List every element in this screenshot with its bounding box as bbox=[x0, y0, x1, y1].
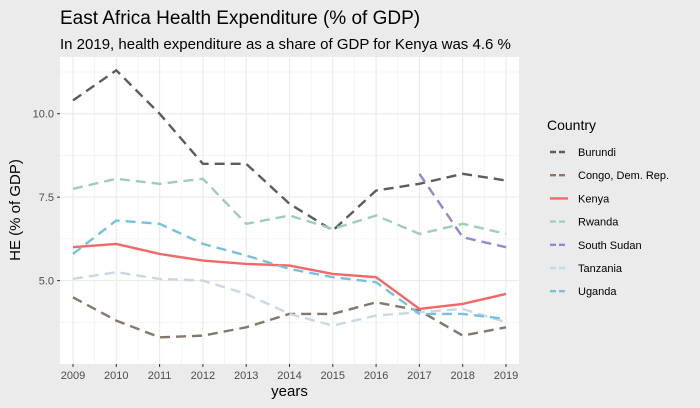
x-tick-label: 2018 bbox=[450, 370, 474, 382]
legend-label: Kenya bbox=[578, 193, 610, 205]
y-axis-ticks: 5.0 7.5 10.0 bbox=[33, 109, 60, 288]
x-tick-label: 2013 bbox=[234, 370, 258, 382]
x-axis-ticks: 2009 2010 2011 2012 2013 2014 2015 2016 2017 2018… bbox=[61, 364, 518, 382]
y-tick-label: 10.0 bbox=[33, 109, 54, 121]
legend-items: Burundi Congo, Dem. Rep. Kenya Rwanda South … bbox=[550, 147, 669, 298]
series-line-rwanda bbox=[72, 177, 507, 236]
series-line-burundi bbox=[72, 69, 507, 232]
series-line-kenya bbox=[72, 242, 507, 311]
legend-label: Rwanda bbox=[578, 217, 619, 229]
chart-title: East Africa Health Expenditure (% of GDP… bbox=[60, 8, 420, 29]
legend-label: Tanzania bbox=[578, 263, 623, 275]
series-line-uganda bbox=[72, 219, 507, 321]
y-tick-label: 7.5 bbox=[39, 192, 54, 204]
legend-label: Congo, Dem. Rep. bbox=[578, 170, 669, 182]
y-tick-label: 5.0 bbox=[39, 276, 54, 288]
legend: Country Burundi Congo, Dem. Rep. Kenya Rwan… bbox=[547, 117, 669, 298]
series-line-south-sudan bbox=[418, 173, 507, 249]
x-axis-title: years bbox=[271, 383, 308, 400]
x-tick-label: 2012 bbox=[191, 370, 215, 382]
x-tick-label: 2017 bbox=[407, 370, 431, 382]
series-line-congo-dem-rep bbox=[72, 296, 507, 339]
x-tick-label: 2010 bbox=[104, 370, 128, 382]
legend-title: Country bbox=[547, 117, 596, 133]
legend-label: Uganda bbox=[578, 286, 617, 298]
legend-label: Burundi bbox=[578, 147, 616, 159]
series-line-tanzania bbox=[72, 271, 507, 327]
y-axis-title: HE (% of GDP) bbox=[7, 159, 24, 261]
x-tick-label: 2016 bbox=[364, 370, 388, 382]
series-lines bbox=[72, 69, 507, 339]
x-tick-label: 2009 bbox=[61, 370, 85, 382]
x-tick-label: 2019 bbox=[494, 370, 518, 382]
x-tick-label: 2014 bbox=[277, 370, 301, 382]
x-tick-label: 2011 bbox=[148, 370, 172, 382]
chart-subtitle: In 2019, health expenditure as a share o… bbox=[60, 36, 511, 53]
x-tick-label: 2015 bbox=[321, 370, 345, 382]
legend-label: South Sudan bbox=[578, 240, 642, 252]
